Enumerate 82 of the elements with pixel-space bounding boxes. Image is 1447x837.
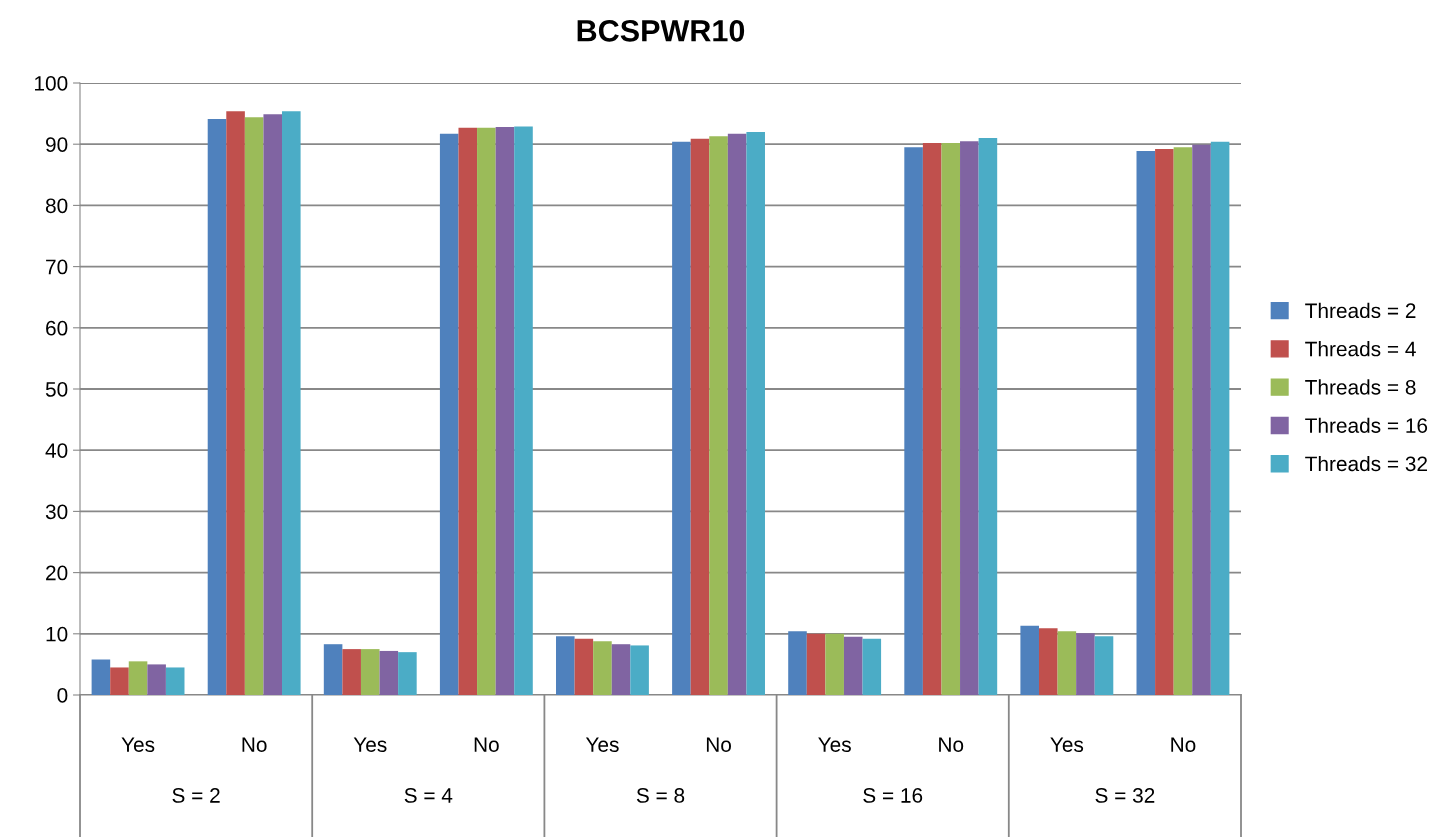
y-tick-label: 60 <box>46 320 68 336</box>
bar <box>941 142 961 695</box>
bar <box>323 644 343 695</box>
legend-label: Threads = 16 <box>1305 417 1428 433</box>
bar <box>226 111 245 695</box>
bar <box>556 636 575 695</box>
bar <box>379 650 399 695</box>
bar <box>147 664 166 695</box>
bar <box>128 661 148 695</box>
y-tick-label: 50 <box>45 382 68 397</box>
bar <box>593 641 612 695</box>
bar <box>862 638 882 695</box>
y-tick-label: 100 <box>35 76 68 91</box>
y-tick-label: 0 <box>57 688 68 703</box>
bar <box>960 141 979 695</box>
x-tick-label: No <box>939 737 964 752</box>
x-tick-label: Yes <box>353 737 387 752</box>
bar <box>282 111 301 695</box>
bar <box>690 138 710 695</box>
bar <box>978 138 998 695</box>
y-tick-label: 70 <box>46 259 68 275</box>
bar <box>1094 636 1114 695</box>
legend-label: Threads = 32 <box>1305 455 1427 472</box>
chart-title: BCSPWR10 <box>577 20 745 42</box>
y-tick-label: 90 <box>46 137 68 152</box>
x-tick-label: No <box>474 737 499 752</box>
bar <box>709 136 728 695</box>
bar <box>1155 149 1174 695</box>
bar <box>746 131 765 695</box>
bar <box>165 667 185 695</box>
bar <box>672 141 691 695</box>
x-tick-label: Yes <box>818 737 851 752</box>
x-tick-label: Yes <box>121 737 155 752</box>
text: S = 2 <box>172 788 220 803</box>
bar <box>1192 144 1211 695</box>
x-tick-label: Yes <box>1050 737 1084 752</box>
text: S = 16 <box>863 788 923 803</box>
bar <box>495 127 515 695</box>
legend-label: Threads = 8 <box>1305 379 1416 395</box>
bar <box>477 127 496 695</box>
bar <box>1173 147 1193 695</box>
y-tick-label: 40 <box>45 443 68 458</box>
bar <box>1057 631 1077 695</box>
bar <box>904 147 923 695</box>
x-tick-label: No <box>1171 737 1196 752</box>
bar <box>1020 625 1039 695</box>
legend-label: Threads = 2 <box>1305 302 1416 319</box>
text: S = 4 <box>404 788 453 803</box>
bar <box>825 633 844 695</box>
x-tick-label: Yes <box>585 737 619 752</box>
bar <box>263 114 283 695</box>
text: S = 32 <box>1095 788 1155 803</box>
y-tick-label: 10 <box>46 626 68 642</box>
bar <box>1076 633 1095 695</box>
bar <box>1038 628 1058 695</box>
y-tick-label: 80 <box>45 198 68 214</box>
text: S = 8 <box>636 788 685 803</box>
y-tick-label: 30 <box>45 504 68 520</box>
bar <box>630 645 649 695</box>
bar <box>244 117 264 695</box>
x-tick-label: No <box>706 737 731 752</box>
bar <box>514 126 533 695</box>
bar <box>727 133 747 695</box>
bar <box>611 644 631 695</box>
bar <box>806 633 826 695</box>
legend-label: Threads = 4 <box>1305 341 1416 357</box>
bar <box>360 649 380 695</box>
bar <box>843 636 863 695</box>
bar <box>342 649 361 695</box>
bar <box>458 127 478 695</box>
bar <box>922 142 942 695</box>
bar <box>207 119 227 695</box>
bar <box>788 631 807 695</box>
bar <box>91 659 111 695</box>
bar <box>439 133 459 695</box>
bar <box>574 638 594 695</box>
y-tick-label: 20 <box>46 565 68 581</box>
bar <box>110 667 129 695</box>
bar <box>1210 141 1230 695</box>
x-tick-label: No <box>242 737 267 752</box>
bar <box>1136 150 1156 695</box>
bar <box>398 652 417 695</box>
